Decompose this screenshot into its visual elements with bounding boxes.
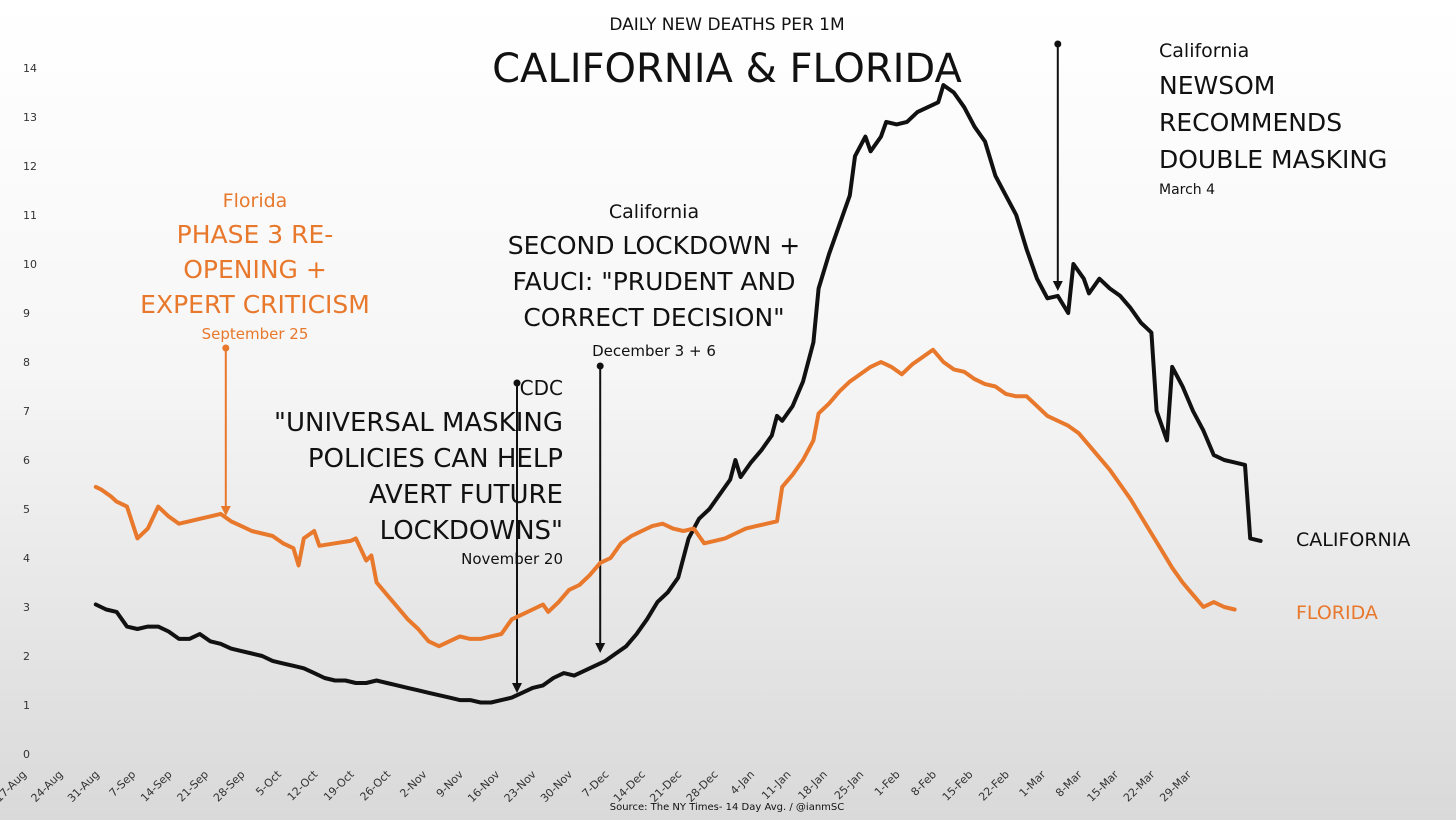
y-tick-label: 13 (23, 111, 37, 124)
y-tick-label: 7 (23, 405, 30, 418)
annotation-lockdown-line-2: FAUCI: "PRUDENT AND (513, 267, 796, 296)
series-line-california (93, 83, 1263, 705)
y-tick-label: 12 (23, 160, 37, 173)
annotation-cdc-line-3: AVERT FUTURE (369, 480, 563, 510)
x-tick-label: 12-Oct (285, 767, 321, 803)
annotation-arrow-dot (1054, 40, 1062, 48)
x-tick-label: 28-Sep (211, 768, 248, 805)
annotation-arrowhead (220, 506, 231, 516)
annotation-arrow-dot (513, 379, 521, 387)
x-tick-label: 25-Jan (832, 768, 866, 802)
annotation-cdc-line-1: "UNIVERSAL MASKING (274, 408, 563, 438)
x-tick-label: 19-Oct (321, 767, 357, 803)
x-tick-label: 16-Nov (465, 768, 502, 805)
y-tick-label: 6 (23, 454, 30, 467)
annotation-florida-region: Florida (223, 190, 288, 212)
annotation-lockdown-line-3: CORRECT DECISION" (523, 303, 784, 332)
annotation-arrows (220, 40, 1063, 693)
y-tick-label: 14 (23, 62, 37, 75)
annotation-arrow-dot (222, 344, 230, 352)
source-note: Source: The NY Times- 14 Day Avg. / @ian… (610, 802, 844, 813)
annotation-newsom-region: California (1159, 40, 1249, 62)
annotation-newsom-date: March 4 (1159, 182, 1215, 198)
x-tick-label: 17-Aug (0, 768, 29, 805)
annotation-newsom-line-2: RECOMMENDS (1159, 108, 1342, 137)
y-tick-label: 9 (23, 307, 30, 320)
x-tick-label: 2-Nov (397, 768, 429, 800)
annotation-cdc-line-4: LOCKDOWNS" (380, 516, 563, 546)
series-label-california: CALIFORNIA (1296, 529, 1410, 551)
x-tick-label: 28-Dec (684, 768, 721, 805)
x-tick-label: 4-Jan (728, 768, 757, 797)
x-tick-label: 21-Sep (175, 768, 212, 805)
x-tick-label: 31-Aug (65, 768, 102, 805)
x-tick-label: 30-Nov (538, 768, 575, 805)
annotation-arrow-dot (596, 362, 604, 370)
x-tick-label: 14-Dec (611, 768, 648, 805)
y-tick-label: 10 (23, 258, 37, 271)
annotation-newsom-line-1: NEWSOM (1159, 71, 1275, 100)
x-tick-label: 23-Nov (502, 768, 539, 805)
annotation-florida-line-2: OPENING + (183, 255, 327, 284)
x-tick-label: 18-Jan (796, 768, 830, 802)
x-tick-label: 14-Sep (138, 768, 175, 805)
x-tick-label: 29-Mar (1157, 768, 1194, 805)
x-tick-label: 7-Dec (580, 768, 612, 800)
chart-title: CALIFORNIA & FLORIDA (492, 46, 962, 92)
x-tick-label: 7-Sep (107, 768, 139, 800)
x-tick-label: 22-Feb (976, 768, 1012, 804)
annotation-arrowhead (512, 683, 522, 693)
y-tick-label: 4 (23, 552, 30, 565)
annotation-lockdown-line-1: SECOND LOCKDOWN + (508, 231, 801, 260)
x-tick-label: 11-Jan (759, 768, 793, 802)
annotation-lockdown-region: California (609, 201, 699, 223)
x-tick-label: 15-Feb (940, 768, 976, 804)
y-tick-label: 3 (23, 601, 30, 614)
x-tick-label: 26-Oct (358, 767, 394, 803)
y-tick-label: 1 (23, 699, 30, 712)
series-label-florida: FLORIDA (1296, 602, 1378, 624)
x-tick-label: 24-Aug (29, 768, 66, 805)
x-tick-label: 8-Mar (1053, 768, 1085, 800)
y-tick-label: 5 (23, 503, 30, 516)
x-tick-label: 1-Feb (872, 768, 903, 799)
annotation-florida-line-1: PHASE 3 RE- (177, 220, 334, 249)
series-lines (93, 83, 1263, 705)
x-tick-label: 9-Nov (434, 768, 466, 800)
chart-subtitle: DAILY NEW DEATHS PER 1M (609, 15, 844, 35)
x-tick-label: 1-Mar (1017, 768, 1049, 800)
y-tick-label: 8 (23, 356, 30, 369)
x-axis-ticks: 17-Aug 24-Aug 31-Aug 7-Sep 14-Sep 21-Sep 28-Se… (0, 767, 1194, 805)
annotation-cdc-date: November 20 (461, 550, 563, 568)
y-tick-label: 11 (23, 209, 37, 222)
x-tick-label: 21-Dec (647, 768, 684, 805)
annotation-cdc-line-2: POLICIES CAN HELP (308, 444, 563, 474)
annotation-newsom-line-3: DOUBLE MASKING (1159, 145, 1387, 174)
annotation-florida-date: September 25 (202, 325, 309, 343)
series-line-florida (93, 347, 1237, 649)
annotation-arrowhead (1052, 281, 1063, 291)
annotation-arrowhead (595, 643, 606, 653)
annotation-lockdown-date: December 3 + 6 (592, 342, 716, 360)
x-tick-label: 8-Feb (908, 768, 939, 799)
x-tick-label: 22-Mar (1121, 768, 1158, 805)
x-tick-label: 15-Mar (1085, 768, 1122, 805)
x-tick-label: 5-Oct (253, 767, 284, 798)
y-tick-label: 0 (23, 748, 30, 761)
annotation-cdc-region: CDC (520, 376, 563, 400)
annotation-florida-line-3: EXPERT CRITICISM (140, 290, 370, 319)
y-tick-label: 2 (23, 650, 30, 663)
